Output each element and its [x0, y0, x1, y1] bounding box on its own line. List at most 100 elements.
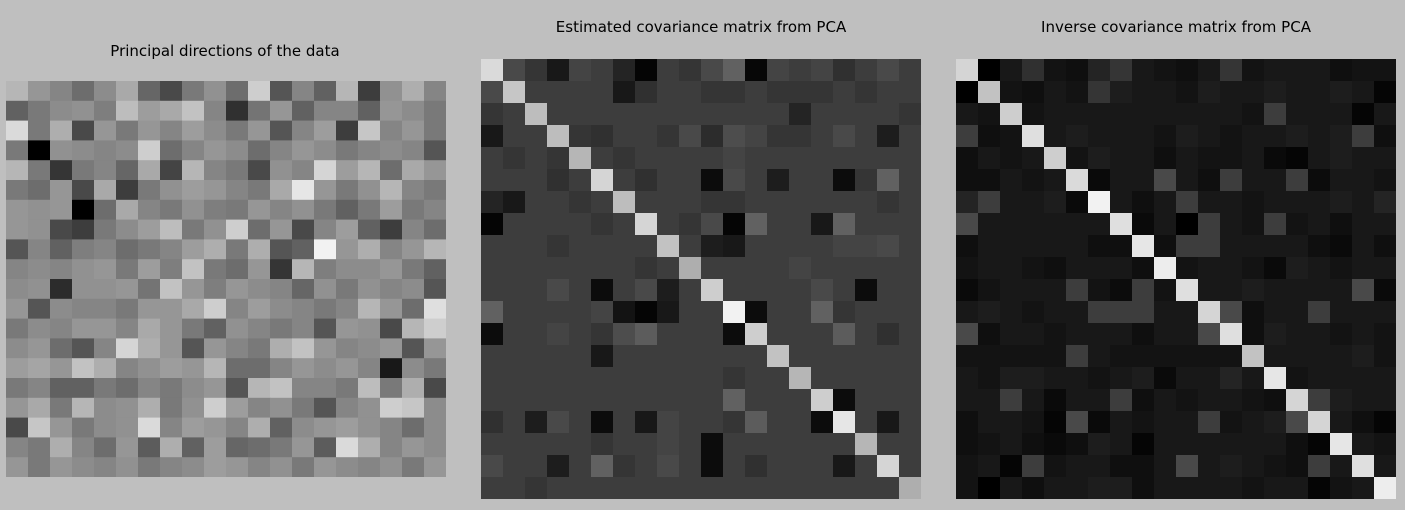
heatmap-cell-r16-c9: [204, 397, 227, 419]
heatmap-cell-r17-c2: [525, 433, 548, 456]
heatmap-cell-r17-c15: [336, 417, 359, 438]
heatmap-cell-r0-c2: [50, 81, 73, 102]
heatmap-cell-r2-c4: [1044, 103, 1067, 126]
heatmap-cell-r19-c17: [1330, 477, 1353, 499]
heatmap-cell-r1-c14: [1264, 81, 1287, 104]
heatmap-cell-r11-c5: [116, 298, 139, 320]
heatmap-cell-r19-c14: [314, 457, 337, 477]
heatmap-cell-r5-c12: [270, 180, 293, 201]
heatmap-cell-r12-c1: [503, 323, 526, 346]
heatmap-cell-r7-c5: [591, 213, 614, 236]
heatmap-cell-r15-c17: [380, 378, 403, 399]
heatmap-cell-r8-c15: [811, 235, 834, 258]
heatmap-cell-r11-c1: [503, 301, 526, 324]
heatmap-cell-r8-c17: [855, 235, 878, 258]
heatmap-cell-r18-c16: [1308, 455, 1331, 478]
heatmap-cell-r2-c16: [358, 120, 381, 141]
heatmap-cell-r8-c5: [116, 239, 139, 260]
heatmap-cell-r10-c12: [745, 279, 768, 302]
heatmap-cell-r17-c9: [1154, 433, 1177, 456]
heatmap-cell-r10-c4: [1044, 279, 1067, 302]
heatmap-cell-r1-c2: [525, 81, 548, 104]
heatmap-cell-r1-c12: [745, 81, 768, 104]
heatmap-cell-r2-c3: [547, 103, 570, 126]
heatmap-cell-r15-c1: [978, 389, 1001, 412]
heatmap-cell-r10-c18: [402, 279, 425, 300]
heatmap-cell-r12-c12: [745, 323, 768, 346]
heatmap-cell-r14-c5: [1066, 367, 1089, 390]
heatmap-cell-r8-c11: [248, 239, 271, 260]
heatmap-cell-r17-c14: [789, 433, 812, 456]
heatmap-cell-r7-c10: [1176, 213, 1199, 236]
heatmap-cell-r14-c14: [1264, 367, 1287, 390]
heatmap-cell-r14-c6: [613, 367, 636, 390]
heatmap-cell-r9-c6: [138, 259, 161, 280]
heatmap-cell-r14-c16: [358, 358, 381, 379]
heatmap-cell-r3-c16: [1308, 125, 1331, 148]
heatmap-cell-r2-c19: [424, 120, 446, 141]
heatmap-cell-r14-c5: [116, 358, 139, 379]
heatmap-cell-r18-c7: [160, 437, 183, 458]
heatmap-cell-r13-c12: [1220, 345, 1243, 368]
heatmap-cell-r13-c14: [314, 338, 337, 359]
heatmap-cell-r17-c12: [270, 417, 293, 438]
heatmap-cell-r16-c15: [1286, 411, 1309, 434]
heatmap-cell-r11-c2: [50, 298, 73, 320]
heatmap-cell-r6-c17: [855, 191, 878, 214]
heatmap-cell-r7-c5: [1066, 213, 1089, 236]
heatmap-cell-r1-c4: [569, 81, 592, 104]
heatmap-cell-r5-c15: [1286, 169, 1309, 192]
heatmap-cell-r2-c6: [138, 120, 161, 141]
heatmap-cell-r15-c16: [1308, 389, 1331, 412]
heatmap-cell-r11-c5: [591, 301, 614, 324]
heatmap-cell-r5-c0: [481, 169, 504, 192]
heatmap-cell-r5-c4: [569, 169, 592, 192]
heatmap-cell-r19-c19: [1374, 477, 1396, 499]
heatmap-cell-r6-c13: [767, 191, 790, 214]
heatmap-cell-r2-c1: [978, 103, 1001, 126]
estimated-covariance-heatmap: [481, 59, 921, 499]
heatmap-cell-r16-c13: [1242, 411, 1265, 434]
heatmap-cell-r13-c14: [789, 345, 812, 368]
heatmap-cell-r1-c1: [28, 100, 51, 122]
heatmap-cell-r10-c11: [248, 279, 271, 300]
heatmap-cell-r2-c14: [314, 120, 337, 141]
heatmap-cell-r3-c10: [1176, 125, 1199, 148]
heatmap-cell-r8-c7: [160, 239, 183, 260]
heatmap-cell-r19-c13: [1242, 477, 1265, 499]
heatmap-cell-r14-c4: [1044, 367, 1067, 390]
heatmap-cell-r4-c15: [336, 160, 359, 181]
heatmap-cell-r13-c14: [1264, 345, 1287, 368]
heatmap-cell-r14-c10: [226, 358, 249, 379]
heatmap-cell-r9-c15: [336, 259, 359, 280]
heatmap-cell-r18-c12: [1220, 455, 1243, 478]
heatmap-cell-r10-c6: [138, 279, 161, 300]
heatmap-cell-r12-c3: [547, 323, 570, 346]
heatmap-cell-r4-c3: [72, 160, 95, 181]
heatmap-cell-r4-c2: [50, 160, 73, 181]
heatmap-cell-r3-c17: [380, 140, 403, 161]
heatmap-cell-r0-c13: [1242, 59, 1265, 82]
heatmap-cell-r10-c8: [182, 279, 205, 300]
heatmap-cell-r4-c1: [28, 160, 51, 181]
heatmap-cell-r11-c14: [314, 298, 337, 320]
heatmap-cell-r19-c15: [336, 457, 359, 477]
heatmap-cell-r3-c11: [1198, 125, 1221, 148]
heatmap-cell-r1-c3: [72, 100, 95, 122]
heatmap-cell-r10-c11: [723, 279, 746, 302]
heatmap-cell-r4-c11: [723, 147, 746, 170]
heatmap-cell-r3-c8: [1132, 125, 1155, 148]
heatmap-cell-r9-c18: [402, 259, 425, 280]
heatmap-cell-r10-c2: [525, 279, 548, 302]
heatmap-cell-r9-c12: [270, 259, 293, 280]
heatmap-cell-r6-c14: [789, 191, 812, 214]
heatmap-cell-r16-c2: [1000, 411, 1023, 434]
heatmap-cell-r9-c5: [591, 257, 614, 280]
heatmap-cell-r14-c8: [182, 358, 205, 379]
heatmap-cell-r10-c9: [679, 279, 702, 302]
heatmap-cell-r13-c16: [358, 338, 381, 359]
heatmap-cell-r0-c7: [1110, 59, 1133, 82]
heatmap-cell-r17-c10: [226, 417, 249, 438]
heatmap-cell-r3-c1: [503, 125, 526, 148]
heatmap-cell-r6-c4: [1044, 191, 1067, 214]
